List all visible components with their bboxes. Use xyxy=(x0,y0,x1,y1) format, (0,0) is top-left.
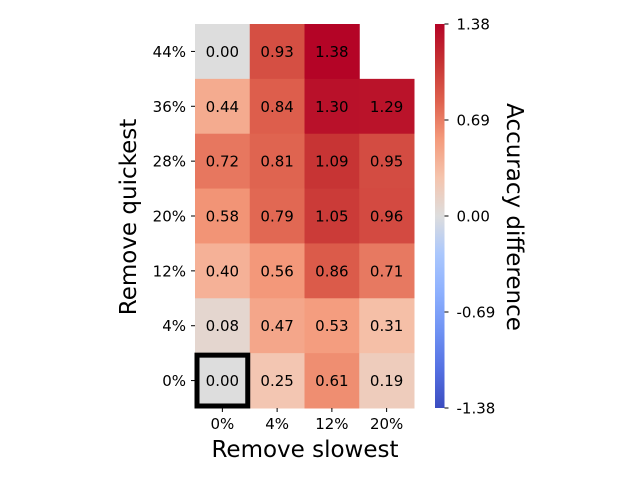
cell-value-label: 0.86 xyxy=(315,262,348,280)
cell-value-label: 0.00 xyxy=(206,372,239,390)
heatmap-cell xyxy=(359,298,415,354)
heatmap-cell xyxy=(195,188,251,244)
heatmap-cell xyxy=(195,243,251,299)
cell-value-label: 0.79 xyxy=(260,208,293,226)
cell-value-label: 1.05 xyxy=(315,208,348,226)
heatmap-cell xyxy=(249,298,305,354)
heatmap-cell xyxy=(249,78,305,135)
heatmap-cell xyxy=(304,24,360,80)
cell-value-label: 0.00 xyxy=(206,43,239,61)
heatmap-cell xyxy=(359,133,415,190)
cell-value-label: 0.95 xyxy=(370,153,403,171)
heatmap-cell xyxy=(304,133,360,190)
heatmap-cell xyxy=(359,353,415,409)
heatmap-cell xyxy=(195,78,251,135)
y-tick-label: 44% xyxy=(153,43,186,61)
heatmap-axes: 0% 4% 12% 20% 44% 36% 28% 20% 12% 4% 0% xyxy=(153,43,404,433)
heatmap-cell xyxy=(249,243,305,299)
heatmap-cell xyxy=(249,353,305,409)
heatmap-cell xyxy=(359,243,415,299)
y-axis-label: Remove quickest xyxy=(116,119,142,316)
cell-value-label: 0.84 xyxy=(260,98,293,116)
heatmap-cells xyxy=(195,24,415,409)
heatmap-cell xyxy=(304,243,360,299)
cell-value-label: 0.96 xyxy=(370,208,403,226)
y-tick-label: 0% xyxy=(162,372,186,390)
colorbar: 1.38 0.69 0.00 -0.69 -1.38 xyxy=(435,16,495,418)
heatmap-cell xyxy=(304,78,360,135)
heatmap-cell xyxy=(195,298,251,354)
heatmap-cell xyxy=(249,133,305,190)
cell-value-label: 1.38 xyxy=(315,43,348,61)
colorbar-tick-label: 1.38 xyxy=(457,16,490,34)
y-tick-label: 20% xyxy=(153,208,186,226)
cell-value-label: 0.25 xyxy=(260,372,293,390)
cell-value-label: 1.30 xyxy=(315,98,348,116)
y-tick-label: 36% xyxy=(153,98,186,116)
colorbar-tick-label: 0.00 xyxy=(457,208,490,226)
y-tick-label: 28% xyxy=(153,153,186,171)
cell-value-label: 1.09 xyxy=(315,153,348,171)
heatmap-cell xyxy=(195,353,251,409)
x-tick-label: 4% xyxy=(265,415,289,433)
cell-value-label: 0.40 xyxy=(206,262,239,280)
colorbar-label: Accuracy difference xyxy=(501,103,527,331)
heatmap-cell xyxy=(359,78,415,135)
y-tick-label: 4% xyxy=(162,317,186,335)
cell-value-label: 0.19 xyxy=(370,372,403,390)
cell-value-label: 0.72 xyxy=(206,153,239,171)
heatmap-cell xyxy=(195,24,251,80)
cell-value-label: 0.93 xyxy=(260,43,293,61)
cell-value-label: 0.31 xyxy=(370,317,403,335)
heatmap-cell xyxy=(249,188,305,244)
cell-value-label: 0.61 xyxy=(315,372,348,390)
x-tick-label: 20% xyxy=(370,415,403,433)
highlight-box xyxy=(194,352,251,409)
cell-value-label: 0.47 xyxy=(260,317,293,335)
y-tick-label: 12% xyxy=(153,262,186,280)
heatmap-cell xyxy=(304,188,360,244)
cell-value-label: 0.53 xyxy=(315,317,348,335)
x-tick-label: 0% xyxy=(210,415,234,433)
colorbar-tick-label: -1.38 xyxy=(457,400,496,418)
x-tick-label: 12% xyxy=(315,415,348,433)
colorbar-tick-label: 0.69 xyxy=(457,112,490,130)
cell-value-label: 0.08 xyxy=(206,317,239,335)
heatmap-cell xyxy=(359,188,415,244)
cell-value-label: 0.58 xyxy=(206,208,239,226)
colorbar-tick-label: -0.69 xyxy=(457,304,496,322)
heatmap-cell xyxy=(195,133,251,190)
x-axis-label: Remove slowest xyxy=(211,437,398,463)
cell-value-label: 0.71 xyxy=(370,262,403,280)
heatmap-cell-labels: 0.00 0.93 1.38 0.44 0.84 1.30 1.29 0.72 0.81 1.09… xyxy=(206,43,404,390)
cell-value-label: 1.29 xyxy=(370,98,403,116)
cell-value-label: 0.44 xyxy=(206,98,239,116)
colorbar-gradient xyxy=(435,24,445,408)
highlighted-cell-outline xyxy=(194,352,251,409)
heatmap-cell xyxy=(304,298,360,354)
cell-value-label: 0.56 xyxy=(260,262,293,280)
heatmap-cell xyxy=(249,24,305,80)
heatmap-cell xyxy=(304,353,360,409)
cell-value-label: 0.81 xyxy=(260,153,293,171)
